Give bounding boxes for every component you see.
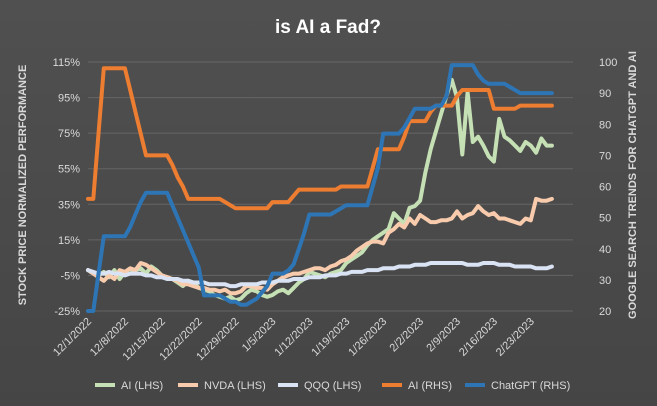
- legend-label: QQQ (LHS): [304, 380, 361, 392]
- legend-label: NVDA (LHS): [204, 380, 266, 392]
- y-axis-left-ticks: 115% 95% 75% 55% 35% 15% -5% -25%: [53, 57, 81, 318]
- legend: AI (LHS) NVDA (LHS) QQQ (LHS) AI (RHS) ChatG…: [95, 380, 570, 392]
- y-left-tick-label: -5%: [60, 270, 80, 282]
- y-left-tick-label: 55%: [58, 164, 80, 176]
- y-right-tick-label: 100: [599, 57, 617, 69]
- y-left-tick-label: 95%: [58, 93, 80, 105]
- x-tick-label: 1/26/2023: [346, 316, 389, 359]
- y-right-tick-label: 80: [599, 119, 611, 131]
- y-right-tick-label: 60: [599, 182, 611, 194]
- y-axis-right-ticks: 100 90 80 70 60 50 40 30 20: [599, 57, 617, 318]
- y-right-tick-label: 20: [599, 306, 611, 318]
- y-right-tick-label: 70: [599, 150, 611, 162]
- series-line-chatgpt-rhs: [86, 63, 554, 313]
- y-left-tick-label: 15%: [58, 235, 80, 247]
- x-tick-label: 2/23/2023: [494, 316, 537, 359]
- y-right-tick-label: 30: [599, 275, 611, 287]
- y-left-tick-label: 115%: [53, 57, 81, 69]
- series-line-ai-rhs: [86, 66, 554, 211]
- gridlines: [88, 61, 573, 312]
- y-axis-right-title: GOOGLE SEARCH TRENDS FOR CHATGPT AND AI: [627, 51, 639, 319]
- series-line-qqq-lhs: [86, 261, 554, 289]
- x-tick-label: 2/16/2023: [457, 316, 500, 359]
- y-left-tick-label: -25%: [54, 306, 80, 318]
- x-tick-label: 1/19/2023: [309, 316, 352, 359]
- x-tick-label: 2/2/2023: [387, 316, 426, 355]
- x-tick-label: 1/12/2023: [272, 316, 315, 359]
- y-axis-left-title: STOCK PRICE NORMALIZED PERFORMANCE: [17, 65, 29, 306]
- y-left-tick-label: 75%: [58, 128, 80, 140]
- legend-label: AI (LHS): [121, 380, 163, 392]
- y-right-tick-label: 90: [599, 88, 611, 100]
- chart-title: is AI a Fad?: [275, 17, 381, 38]
- x-axis-ticks: 12/1/202212/8/202212/15/202212/22/202212…: [51, 316, 537, 363]
- series-lines: [86, 63, 554, 313]
- x-tick-label: 12/1/2022: [51, 316, 94, 359]
- y-right-tick-label: 50: [599, 213, 611, 225]
- legend-label: ChatGPT (RHS): [491, 380, 570, 392]
- legend-label: AI (RHS): [408, 380, 452, 392]
- y-left-tick-label: 35%: [58, 199, 80, 211]
- y-right-tick-label: 40: [599, 244, 611, 256]
